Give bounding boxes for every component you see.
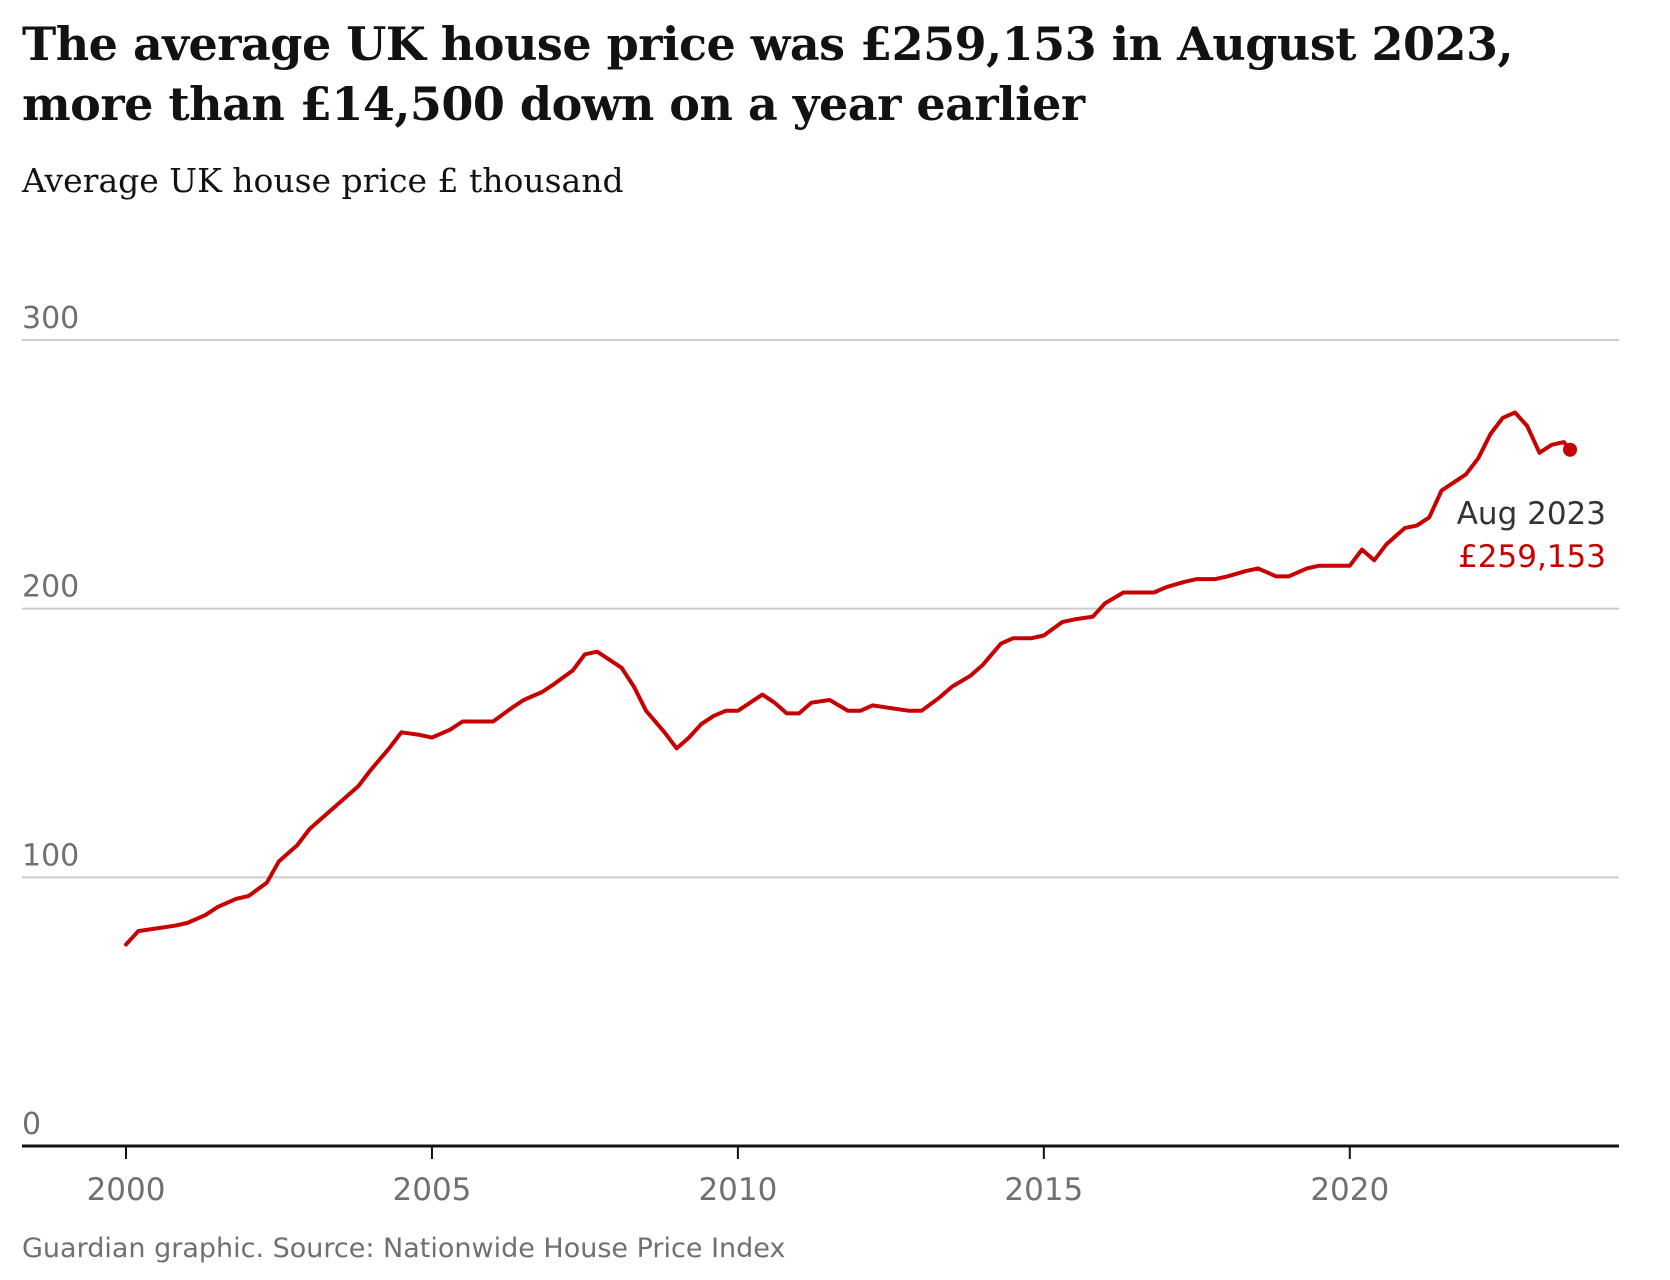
annotation: Aug 2023 £259,153 [1457,496,1606,575]
y-tick-labels: 0 100 200 300 [22,301,79,1142]
y-tick-label-300: 300 [22,301,79,336]
x-tick-label-2005: 2005 [393,1172,472,1208]
source-note: Guardian graphic. Source: Nationwide Hou… [22,1233,786,1264]
x-tick-label-2010: 2010 [698,1172,777,1208]
annotation-date: Aug 2023 [1457,496,1606,532]
series-line-0 [124,410,1572,947]
x-tick-label-2015: 2015 [1004,1172,1083,1208]
chart-title: The average UK house price was £259,153 … [22,17,1514,131]
last-point-marker [1563,442,1578,457]
y-tick-label-0: 0 [22,1107,41,1142]
annotation-value: £259,153 [1458,539,1606,575]
chart-subtitle: Average UK house price £ thousand [22,161,624,200]
gridlines [22,339,1619,879]
series-group [124,410,1578,947]
x-axis: 2000 2005 2010 2015 2020 [22,1144,1619,1208]
y-tick-label-100: 100 [22,838,79,873]
y-tick-label-200: 200 [22,570,79,605]
x-tick-label-2000: 2000 [87,1172,166,1208]
x-tick-label-2020: 2020 [1310,1172,1389,1208]
